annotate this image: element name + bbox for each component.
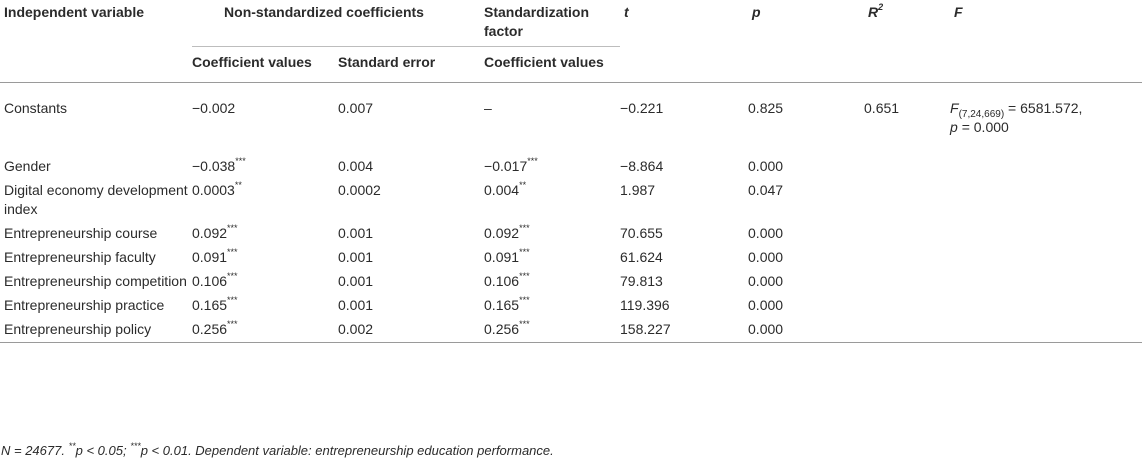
header-t: t <box>620 0 749 83</box>
cell-se: 0.001 <box>338 273 374 289</box>
cell-se: 0.002 <box>338 318 485 343</box>
cell-coef: 0.106*** <box>192 271 238 289</box>
header-r-squared: R2 <box>864 0 951 83</box>
cell-p: 0.000 <box>748 273 784 289</box>
table-row: Entrepreneurship policy 0.256*** 0.002 0… <box>0 318 1142 343</box>
cell-variable: Constants <box>4 100 68 116</box>
table-row: Digital economy development index 0.0003… <box>0 179 1142 222</box>
cell-p: 0.000 <box>748 318 865 343</box>
cell-std: 0.256*** <box>484 318 621 343</box>
cell-se: 0.004 <box>338 158 374 174</box>
cell-coef: 0.091*** <box>192 247 238 265</box>
cell-p: 0.000 <box>748 249 784 265</box>
cell-coef: 0.0003** <box>192 180 242 198</box>
table-row: Constants −0.002 0.007 – −0.221 0.825 0.… <box>0 83 1142 156</box>
cell-variable: Entrepreneurship faculty <box>4 249 156 265</box>
table-row: Gender −0.038*** 0.004 −0.017*** −8.864 … <box>0 155 1142 179</box>
table-row: Entrepreneurship practice 0.165*** 0.001… <box>0 294 1142 318</box>
cell-se: 0.001 <box>338 249 374 265</box>
cell-t: 79.813 <box>620 273 663 289</box>
cell-std: 0.092*** <box>484 223 530 241</box>
cell-r2: 0.651 <box>864 100 900 116</box>
header-independent-variable: Independent variable <box>0 0 192 83</box>
header-non-standardized: Non-standardized coefficients <box>192 0 485 47</box>
cell-std: – <box>484 100 492 116</box>
header-p: p <box>748 0 865 83</box>
table-footnote: N = 24677. **p < 0.05; ***p < 0.01. Depe… <box>1 440 554 458</box>
cell-t: 1.987 <box>620 182 656 198</box>
cell-t: −0.221 <box>620 100 664 116</box>
cell-p: 0.000 <box>748 225 784 241</box>
cell-coef: −0.002 <box>192 100 236 116</box>
header-standard-error: Standard error <box>338 46 485 83</box>
cell-p: 0.047 <box>748 182 784 198</box>
cell-variable: Entrepreneurship course <box>4 225 158 241</box>
table-row: Entrepreneurship competition 0.106*** 0.… <box>0 270 1142 294</box>
cell-coef: 0.092*** <box>192 223 238 241</box>
cell-se: 0.001 <box>338 297 374 313</box>
header-standardization-factor: Standardization factor <box>484 0 621 47</box>
header-std-coefficient-values: Coefficient values <box>484 46 621 83</box>
cell-std: 0.091*** <box>484 247 530 265</box>
regression-table: Independent variable Non-standardized co… <box>0 0 1142 343</box>
cell-coef: 0.256*** <box>192 318 338 343</box>
table-row: Entrepreneurship faculty 0.091*** 0.001 … <box>0 246 1142 270</box>
cell-std: 0.165*** <box>484 295 530 313</box>
cell-t: 119.396 <box>620 297 670 313</box>
cell-t: 158.227 <box>620 318 749 343</box>
cell-p: 0.000 <box>748 158 784 174</box>
cell-p: 0.000 <box>748 297 784 313</box>
cell-variable: Digital economy development index <box>4 182 188 217</box>
cell-p: 0.825 <box>748 100 784 116</box>
cell-variable: Entrepreneurship competition <box>4 273 187 289</box>
cell-t: 61.624 <box>620 249 663 265</box>
cell-se: 0.001 <box>338 225 374 241</box>
cell-se: 0.007 <box>338 100 374 116</box>
cell-coef: 0.165*** <box>192 295 238 313</box>
table-header: Independent variable Non-standardized co… <box>0 0 1142 83</box>
cell-se: 0.0002 <box>338 182 381 198</box>
cell-std: 0.004** <box>484 180 527 198</box>
cell-std: 0.106*** <box>484 271 530 289</box>
cell-variable: Gender <box>4 158 51 174</box>
table-row: Entrepreneurship course 0.092*** 0.001 0… <box>0 222 1142 246</box>
cell-variable: Entrepreneurship policy <box>0 318 192 343</box>
table-body: Constants −0.002 0.007 – −0.221 0.825 0.… <box>0 83 1142 343</box>
header-coefficient-values: Coefficient values <box>192 46 338 83</box>
cell-std: −0.017*** <box>484 156 538 174</box>
cell-t: −8.864 <box>620 158 664 174</box>
cell-variable: Entrepreneurship practice <box>4 297 165 313</box>
cell-coef: −0.038*** <box>192 156 246 174</box>
cell-t: 70.655 <box>620 225 663 241</box>
header-f: F <box>950 0 1142 83</box>
cell-f: F(7,24,669) = 6581.572, p = 0.000 <box>950 100 1083 135</box>
